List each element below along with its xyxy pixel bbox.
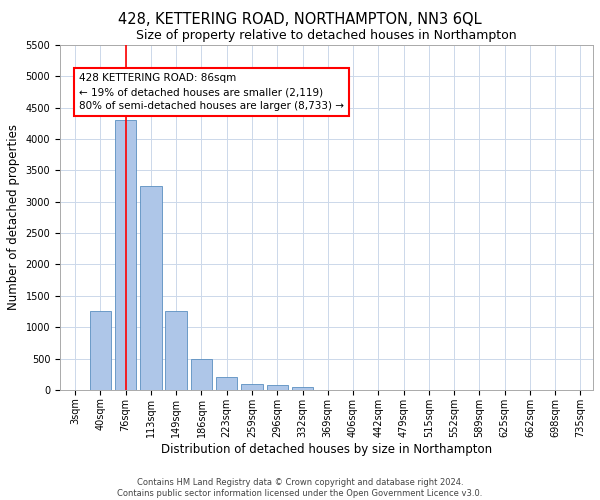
Bar — [166, 312, 187, 390]
Bar — [89, 312, 111, 390]
Bar — [266, 385, 288, 390]
Text: Contains HM Land Registry data © Crown copyright and database right 2024.
Contai: Contains HM Land Registry data © Crown c… — [118, 478, 482, 498]
Bar — [216, 378, 238, 390]
Text: 428 KETTERING ROAD: 86sqm
← 19% of detached houses are smaller (2,119)
80% of se: 428 KETTERING ROAD: 86sqm ← 19% of detac… — [79, 73, 344, 111]
Y-axis label: Number of detached properties: Number of detached properties — [7, 124, 20, 310]
Bar — [115, 120, 136, 390]
Text: 428, KETTERING ROAD, NORTHAMPTON, NN3 6QL: 428, KETTERING ROAD, NORTHAMPTON, NN3 6Q… — [118, 12, 482, 28]
Bar — [140, 186, 161, 390]
Bar — [191, 359, 212, 390]
Bar — [292, 386, 313, 390]
Title: Size of property relative to detached houses in Northampton: Size of property relative to detached ho… — [136, 30, 517, 43]
Bar — [241, 384, 263, 390]
X-axis label: Distribution of detached houses by size in Northampton: Distribution of detached houses by size … — [161, 442, 492, 456]
